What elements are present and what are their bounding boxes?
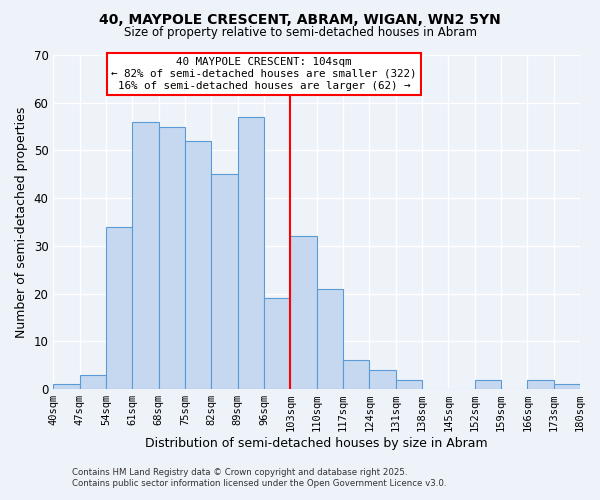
Bar <box>370 370 395 389</box>
Bar <box>238 117 264 389</box>
Bar <box>185 141 211 389</box>
Bar <box>317 289 343 389</box>
Text: Contains HM Land Registry data © Crown copyright and database right 2025.
Contai: Contains HM Land Registry data © Crown c… <box>72 468 446 487</box>
Bar <box>475 380 501 389</box>
Bar <box>395 380 422 389</box>
Text: 40 MAYPOLE CRESCENT: 104sqm
← 82% of semi-detached houses are smaller (322)
16% : 40 MAYPOLE CRESCENT: 104sqm ← 82% of sem… <box>111 58 417 90</box>
Bar <box>554 384 580 389</box>
Bar <box>211 174 238 389</box>
Text: 40, MAYPOLE CRESCENT, ABRAM, WIGAN, WN2 5YN: 40, MAYPOLE CRESCENT, ABRAM, WIGAN, WN2 … <box>99 12 501 26</box>
Bar <box>290 236 317 389</box>
Bar <box>132 122 158 389</box>
Bar <box>343 360 370 389</box>
Bar <box>264 298 290 389</box>
Bar <box>527 380 554 389</box>
Bar <box>80 375 106 389</box>
X-axis label: Distribution of semi-detached houses by size in Abram: Distribution of semi-detached houses by … <box>145 437 488 450</box>
Y-axis label: Number of semi-detached properties: Number of semi-detached properties <box>15 106 28 338</box>
Bar <box>158 126 185 389</box>
Bar <box>53 384 80 389</box>
Bar <box>106 227 132 389</box>
Text: Size of property relative to semi-detached houses in Abram: Size of property relative to semi-detach… <box>124 26 476 39</box>
